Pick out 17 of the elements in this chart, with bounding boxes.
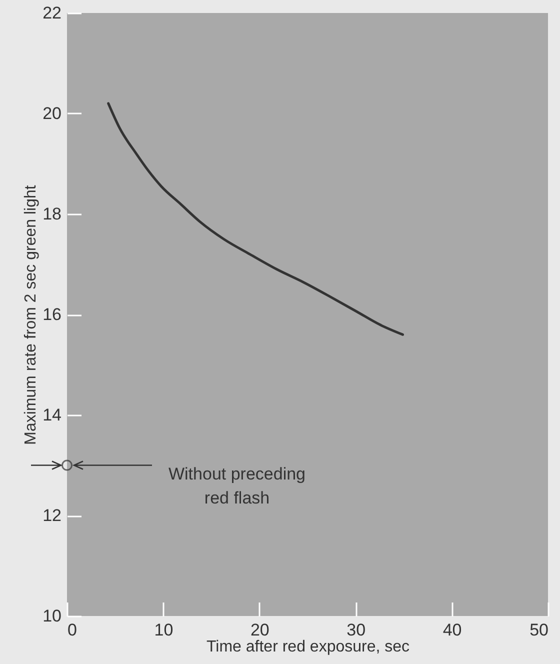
line-series xyxy=(107,102,404,336)
x-axis-title: Time after red exposure, sec xyxy=(206,638,410,656)
y-axis-title: Maximum rate from 2 sec green light xyxy=(22,184,40,445)
y-tick-label: 16 xyxy=(42,305,62,324)
y-tick-label: 18 xyxy=(42,204,62,224)
x-tick-label: 10 xyxy=(154,620,174,640)
y-tick-label: 20 xyxy=(42,104,62,123)
x-tick-label: 0 xyxy=(68,620,77,640)
y-tick-label: 14 xyxy=(42,406,62,424)
y-tick-label: 12 xyxy=(42,506,62,525)
y-tick-label: 10 xyxy=(42,606,62,626)
annotation: Without preceding red flash xyxy=(168,464,306,508)
x-tick-label: 40 xyxy=(442,620,462,640)
x-tick-label: 20 xyxy=(250,620,270,640)
y-tick-label: 22 xyxy=(42,4,62,22)
x-tick-label: 30 xyxy=(346,620,366,640)
x-tick-label: 50 xyxy=(530,620,548,640)
